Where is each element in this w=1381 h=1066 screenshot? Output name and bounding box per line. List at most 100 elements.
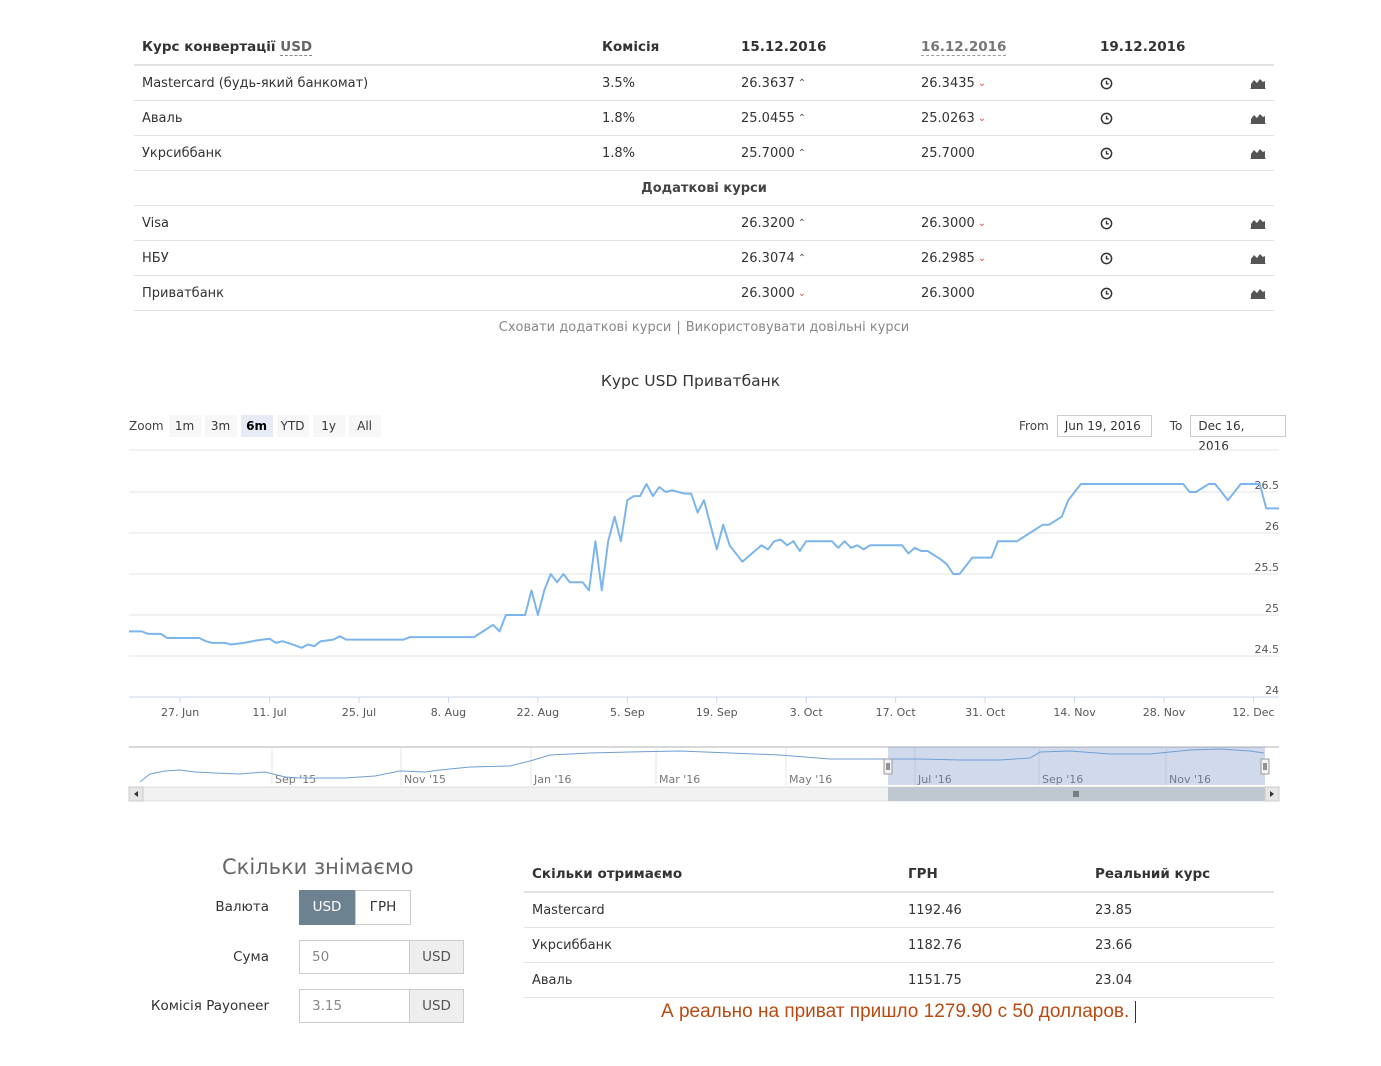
- rates-table: Курс конвертації USD Комісія 15.12.2016 …: [134, 30, 1274, 311]
- links-separator: |: [676, 320, 681, 335]
- from-date-input[interactable]: Jun 19, 2016: [1056, 415, 1152, 437]
- clock-icon[interactable]: [1100, 241, 1113, 275]
- zoom-controls: Zoom 1m 3m 6m YTD 1y All: [129, 415, 385, 437]
- result-header-bank: Скільки отримаємо: [532, 865, 683, 882]
- x-tick-label: 8. Aug: [431, 706, 466, 719]
- trend-up-icon: ⌃: [797, 112, 807, 124]
- user-note[interactable]: А реально на приват пришло 1279.90 с 50 …: [661, 1001, 1137, 1023]
- result-bank: Укрсиббанк: [532, 937, 612, 953]
- fee-row: Комісія Payoneer 3.15 USD: [150, 989, 464, 1023]
- rate-row: Visa 26.3200 ⌃ 26.3000 ⌄: [134, 206, 1274, 241]
- amount-row: Сума 50 USD: [150, 940, 464, 974]
- rate-date1: 26.3200: [741, 215, 795, 231]
- fee-input[interactable]: 3.15: [299, 989, 409, 1023]
- y-tick-label: 24.5: [1255, 643, 1280, 656]
- rate-date2: 25.7000: [921, 145, 975, 161]
- trend-up-icon: ⌃: [797, 217, 807, 229]
- result-uah: 1182.76: [908, 937, 962, 953]
- rate-row: Укрсиббанк 1.8% 25.7000 ⌃ 25.7000: [134, 136, 1274, 171]
- navigator-tick-label: Sep '15: [275, 773, 316, 786]
- custom-rates-link[interactable]: Використовувати довільні курси: [685, 320, 910, 335]
- range-selector: From Jun 19, 2016 To Dec 16, 2016: [1019, 415, 1287, 453]
- bank-fee: 1.8%: [602, 145, 636, 161]
- navigator-selection: [888, 747, 1265, 785]
- rates-header-row: Курс конвертації USD Комісія 15.12.2016 …: [134, 30, 1274, 66]
- section-row: Додаткові курси: [134, 171, 1274, 206]
- y-tick-label: 26: [1265, 520, 1279, 533]
- zoom-button-1m[interactable]: 1m: [168, 415, 201, 437]
- rate-row: Аваль 1.8% 25.0455 ⌃ 25.0263 ⌄: [134, 101, 1274, 136]
- fee-unit: USD: [409, 989, 464, 1023]
- area-chart-icon[interactable]: [1250, 276, 1266, 310]
- x-tick-label: 28. Nov: [1143, 706, 1186, 719]
- navigator-tick-label: Nov '16: [1169, 773, 1211, 786]
- rate-date1: 26.3074: [741, 250, 795, 266]
- rates-header-label: Курс конвертації: [142, 39, 276, 55]
- result-rate: 23.85: [1095, 902, 1133, 918]
- rates-header-date2[interactable]: 16.12.2016: [921, 38, 1007, 56]
- x-tick-label: 11. Jul: [252, 706, 286, 719]
- hide-extra-link[interactable]: Сховати додаткові курси: [498, 320, 672, 335]
- currency-option-usd[interactable]: USD: [299, 889, 355, 925]
- currency-option-uah[interactable]: ГРН: [355, 889, 411, 925]
- rate-date2: 26.3000: [921, 215, 975, 231]
- clock-icon[interactable]: [1100, 206, 1113, 240]
- area-chart-icon[interactable]: [1250, 66, 1266, 100]
- text-cursor: [1135, 1001, 1137, 1023]
- rates-header-fee: Комісія: [602, 39, 660, 55]
- area-chart-icon[interactable]: [1250, 101, 1266, 135]
- y-tick-label: 24: [1265, 684, 1279, 697]
- x-tick-label: 27. Jun: [161, 706, 199, 719]
- to-date-input[interactable]: Dec 16, 2016: [1190, 415, 1287, 453]
- zoom-button-1y[interactable]: 1y: [312, 415, 345, 437]
- navigator-tick-label: Mar '16: [659, 773, 700, 786]
- x-tick-label: 14. Nov: [1053, 706, 1096, 719]
- x-tick-label: 12. Dec: [1232, 706, 1274, 719]
- x-tick-label: 3. Oct: [790, 706, 824, 719]
- zoom-button-3m[interactable]: 3m: [204, 415, 237, 437]
- calc-title: Скільки знімаємо: [222, 855, 414, 879]
- section-title: Додаткові курси: [641, 180, 767, 196]
- bank-name: Аваль: [142, 110, 183, 126]
- zoom-label: Zoom: [129, 419, 164, 433]
- x-tick-label: 31. Oct: [965, 706, 1006, 719]
- area-chart-icon[interactable]: [1250, 206, 1266, 240]
- area-chart-icon[interactable]: [1250, 241, 1266, 275]
- rate-date1: 25.0455: [741, 110, 795, 126]
- currency-toggle: USD ГРН: [299, 889, 411, 925]
- zoom-button-6m[interactable]: 6m: [240, 415, 273, 437]
- clock-icon[interactable]: [1100, 136, 1113, 170]
- x-tick-label: 19. Sep: [696, 706, 738, 719]
- result-row: Аваль 1151.75 23.04: [524, 963, 1274, 998]
- clock-icon[interactable]: [1100, 276, 1113, 310]
- from-label: From: [1019, 419, 1049, 433]
- clock-icon[interactable]: [1100, 101, 1113, 135]
- result-row: Укрсиббанк 1182.76 23.66: [524, 928, 1274, 963]
- zoom-button-ytd[interactable]: YTD: [276, 415, 309, 437]
- trend-down-icon: ⌄: [977, 252, 987, 264]
- result-header-row: Скільки отримаємо ГРН Реальний курс: [524, 856, 1274, 893]
- zoom-button-all[interactable]: All: [348, 415, 381, 437]
- result-rate: 23.66: [1095, 937, 1133, 953]
- navigator-tick-label: Sep '16: [1042, 773, 1083, 786]
- rate-date2: 26.3000: [921, 285, 975, 301]
- trend-down-icon: ⌄: [977, 77, 987, 89]
- navigator-tick-label: May '16: [789, 773, 832, 786]
- result-rate: 23.04: [1095, 972, 1133, 988]
- navigator-series: [139, 748, 1265, 783]
- clock-icon[interactable]: [1100, 66, 1113, 100]
- area-chart-icon[interactable]: [1250, 136, 1266, 170]
- rates-header-title: Курс конвертації USD: [142, 30, 313, 64]
- currency-selector[interactable]: USD: [280, 38, 313, 56]
- trend-down-icon: ⌄: [977, 112, 987, 124]
- amount-input[interactable]: 50: [299, 940, 409, 974]
- navigator-handle-right: [1260, 758, 1270, 775]
- result-row: Mastercard 1192.46 23.85: [524, 893, 1274, 928]
- x-tick-label: 5. Sep: [610, 706, 645, 719]
- user-note-text: А реально на приват пришло 1279.90 с 50 …: [661, 1001, 1130, 1023]
- y-tick-label: 25: [1265, 602, 1279, 615]
- scroll-right-icon: [1270, 791, 1274, 797]
- currency-row: Валюта USD ГРН: [150, 889, 411, 925]
- result-uah: 1151.75: [908, 972, 962, 988]
- rate-date1: 26.3637: [741, 75, 795, 91]
